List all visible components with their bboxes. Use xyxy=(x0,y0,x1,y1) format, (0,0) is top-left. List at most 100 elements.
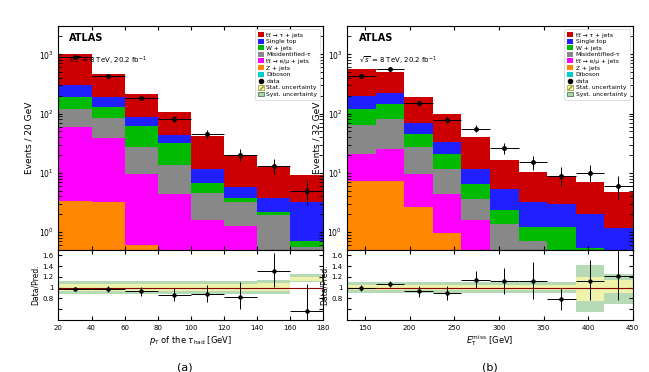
Bar xyxy=(576,248,604,269)
Y-axis label: Data/Pred.: Data/Pred. xyxy=(319,264,328,305)
Bar xyxy=(576,182,604,214)
Bar xyxy=(433,169,461,193)
Bar xyxy=(519,263,547,310)
Bar xyxy=(404,174,433,207)
Bar xyxy=(347,154,376,180)
Bar xyxy=(576,294,604,351)
Bar xyxy=(376,104,404,119)
Bar xyxy=(376,93,404,104)
Bar xyxy=(461,169,490,183)
Bar xyxy=(347,68,376,96)
Text: ATLAS: ATLAS xyxy=(359,33,393,43)
Bar xyxy=(158,259,191,309)
Bar xyxy=(58,54,92,84)
Bar xyxy=(490,210,519,224)
Bar xyxy=(92,118,125,138)
Bar xyxy=(376,72,404,93)
Bar xyxy=(547,334,576,372)
Bar xyxy=(604,286,633,312)
Bar xyxy=(58,109,92,128)
Bar xyxy=(490,250,519,293)
Bar xyxy=(461,315,490,372)
Bar xyxy=(257,198,290,212)
Bar xyxy=(224,198,257,202)
Bar xyxy=(257,369,290,372)
Bar xyxy=(376,180,404,256)
Bar xyxy=(191,169,224,183)
Bar xyxy=(604,265,633,286)
Bar xyxy=(257,212,290,215)
Bar xyxy=(158,112,191,135)
Y-axis label: Data/Pred.: Data/Pred. xyxy=(31,264,40,305)
Bar xyxy=(191,333,224,372)
Bar xyxy=(461,183,490,199)
Bar xyxy=(547,203,576,227)
Bar xyxy=(191,287,224,333)
Bar xyxy=(224,351,257,372)
Bar xyxy=(125,174,158,245)
Bar xyxy=(376,256,404,372)
Bar xyxy=(461,220,490,264)
Bar xyxy=(490,224,519,250)
Bar xyxy=(290,247,323,279)
Bar xyxy=(257,215,290,254)
Bar xyxy=(257,167,290,198)
Bar xyxy=(58,128,92,201)
Bar xyxy=(92,273,125,372)
Bar xyxy=(404,207,433,281)
Bar xyxy=(547,254,576,278)
Bar xyxy=(158,309,191,372)
Bar xyxy=(490,160,519,189)
Bar xyxy=(490,340,519,372)
Bar xyxy=(519,227,547,241)
Text: ATLAS: ATLAS xyxy=(69,33,103,43)
Bar xyxy=(224,187,257,198)
Bar xyxy=(604,192,633,228)
Bar xyxy=(490,189,519,210)
Bar xyxy=(519,202,547,227)
Bar xyxy=(433,297,461,372)
Bar xyxy=(58,256,92,372)
Bar xyxy=(376,149,404,180)
Bar xyxy=(224,202,257,226)
Bar xyxy=(404,147,433,174)
Bar xyxy=(347,109,376,125)
Bar xyxy=(461,264,490,315)
Bar xyxy=(519,356,547,372)
Bar xyxy=(519,172,547,202)
Bar xyxy=(158,135,191,144)
Legend: tt̅ → τ + jets, Single top, W + jets, Misidentified-τ, tt̅ → e/μ + jets, Z + jet: tt̅ → τ + jets, Single top, W + jets, Mi… xyxy=(565,29,630,100)
Bar xyxy=(490,293,519,340)
Bar xyxy=(576,351,604,372)
Bar xyxy=(92,138,125,202)
Bar xyxy=(290,175,323,202)
Bar xyxy=(158,166,191,194)
Bar xyxy=(519,310,547,356)
Bar xyxy=(604,228,633,265)
Bar xyxy=(191,136,224,169)
Bar xyxy=(433,232,461,297)
Bar xyxy=(433,142,461,154)
Bar xyxy=(191,220,224,287)
X-axis label: $p_{\rm T}$ of the $\tau_{\rm had}$ [GeV]: $p_{\rm T}$ of the $\tau_{\rm had}$ [GeV… xyxy=(149,334,232,347)
Bar xyxy=(125,291,158,372)
Legend: tt̅ → τ + jets, Single top, W + jets, Misidentified-τ, tt̅ → e/μ + jets, Z + jet: tt̅ → τ + jets, Single top, W + jets, Mi… xyxy=(255,29,320,100)
Bar xyxy=(576,214,604,248)
Bar xyxy=(461,137,490,169)
Bar xyxy=(158,144,191,166)
Bar xyxy=(92,107,125,118)
Bar xyxy=(547,278,576,334)
Text: (a): (a) xyxy=(177,362,193,372)
Bar xyxy=(257,327,290,369)
Bar xyxy=(92,202,125,273)
Bar xyxy=(347,125,376,154)
Text: $\sqrt{s}$ = 8 TeV, 20.2 fb$^{-1}$: $\sqrt{s}$ = 8 TeV, 20.2 fb$^{-1}$ xyxy=(359,55,436,67)
Text: $\sqrt{s}$ = 8 TeV, 20.2 fb$^{-1}$: $\sqrt{s}$ = 8 TeV, 20.2 fb$^{-1}$ xyxy=(69,55,147,67)
Bar xyxy=(58,201,92,256)
Bar xyxy=(461,199,490,220)
Bar xyxy=(433,114,461,142)
Bar xyxy=(125,117,158,126)
Bar xyxy=(191,193,224,220)
Bar xyxy=(604,312,633,369)
Bar xyxy=(404,123,433,134)
